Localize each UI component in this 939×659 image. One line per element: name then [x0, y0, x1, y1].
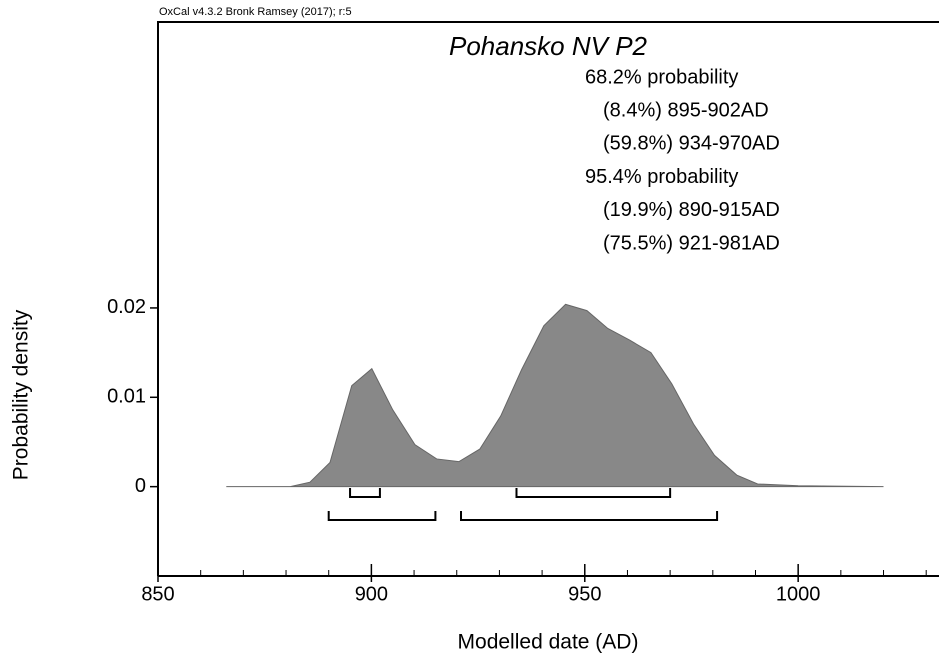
range-set-label: 68.2% probability	[585, 66, 738, 88]
range-bracket	[515, 488, 672, 498]
x-tick-label: 950	[568, 583, 601, 605]
range-label: (8.4%) 895-902AD	[603, 99, 769, 121]
x-tick-label: 1000	[776, 583, 821, 605]
x-tick-label: 850	[141, 583, 174, 605]
x-axis-label: Modelled date (AD)	[458, 631, 639, 654]
range-bracket	[349, 488, 381, 498]
density-area	[226, 303, 884, 488]
software-note: OxCal v4.3.2 Bronk Ramsey (2017); r:5	[159, 6, 352, 18]
y-tick-label: 0.01	[107, 386, 146, 408]
x-tick-label: 900	[355, 583, 388, 605]
range-label: (19.9%) 890-915AD	[603, 199, 780, 221]
range-bracket	[327, 511, 437, 521]
range-label: (75.5%) 921-981AD	[603, 232, 780, 254]
y-axis-label: Probability density	[10, 309, 33, 480]
range-label: (59.8%) 934-970AD	[603, 133, 780, 155]
y-tick-label: 0.02	[107, 296, 146, 318]
y-tick-label: 0	[135, 475, 146, 497]
plot-frame	[157, 21, 939, 577]
range-bracket	[460, 511, 719, 521]
range-set-label: 95.4% probability	[585, 166, 738, 188]
chart-title: Pohansko NV P2	[449, 31, 648, 61]
